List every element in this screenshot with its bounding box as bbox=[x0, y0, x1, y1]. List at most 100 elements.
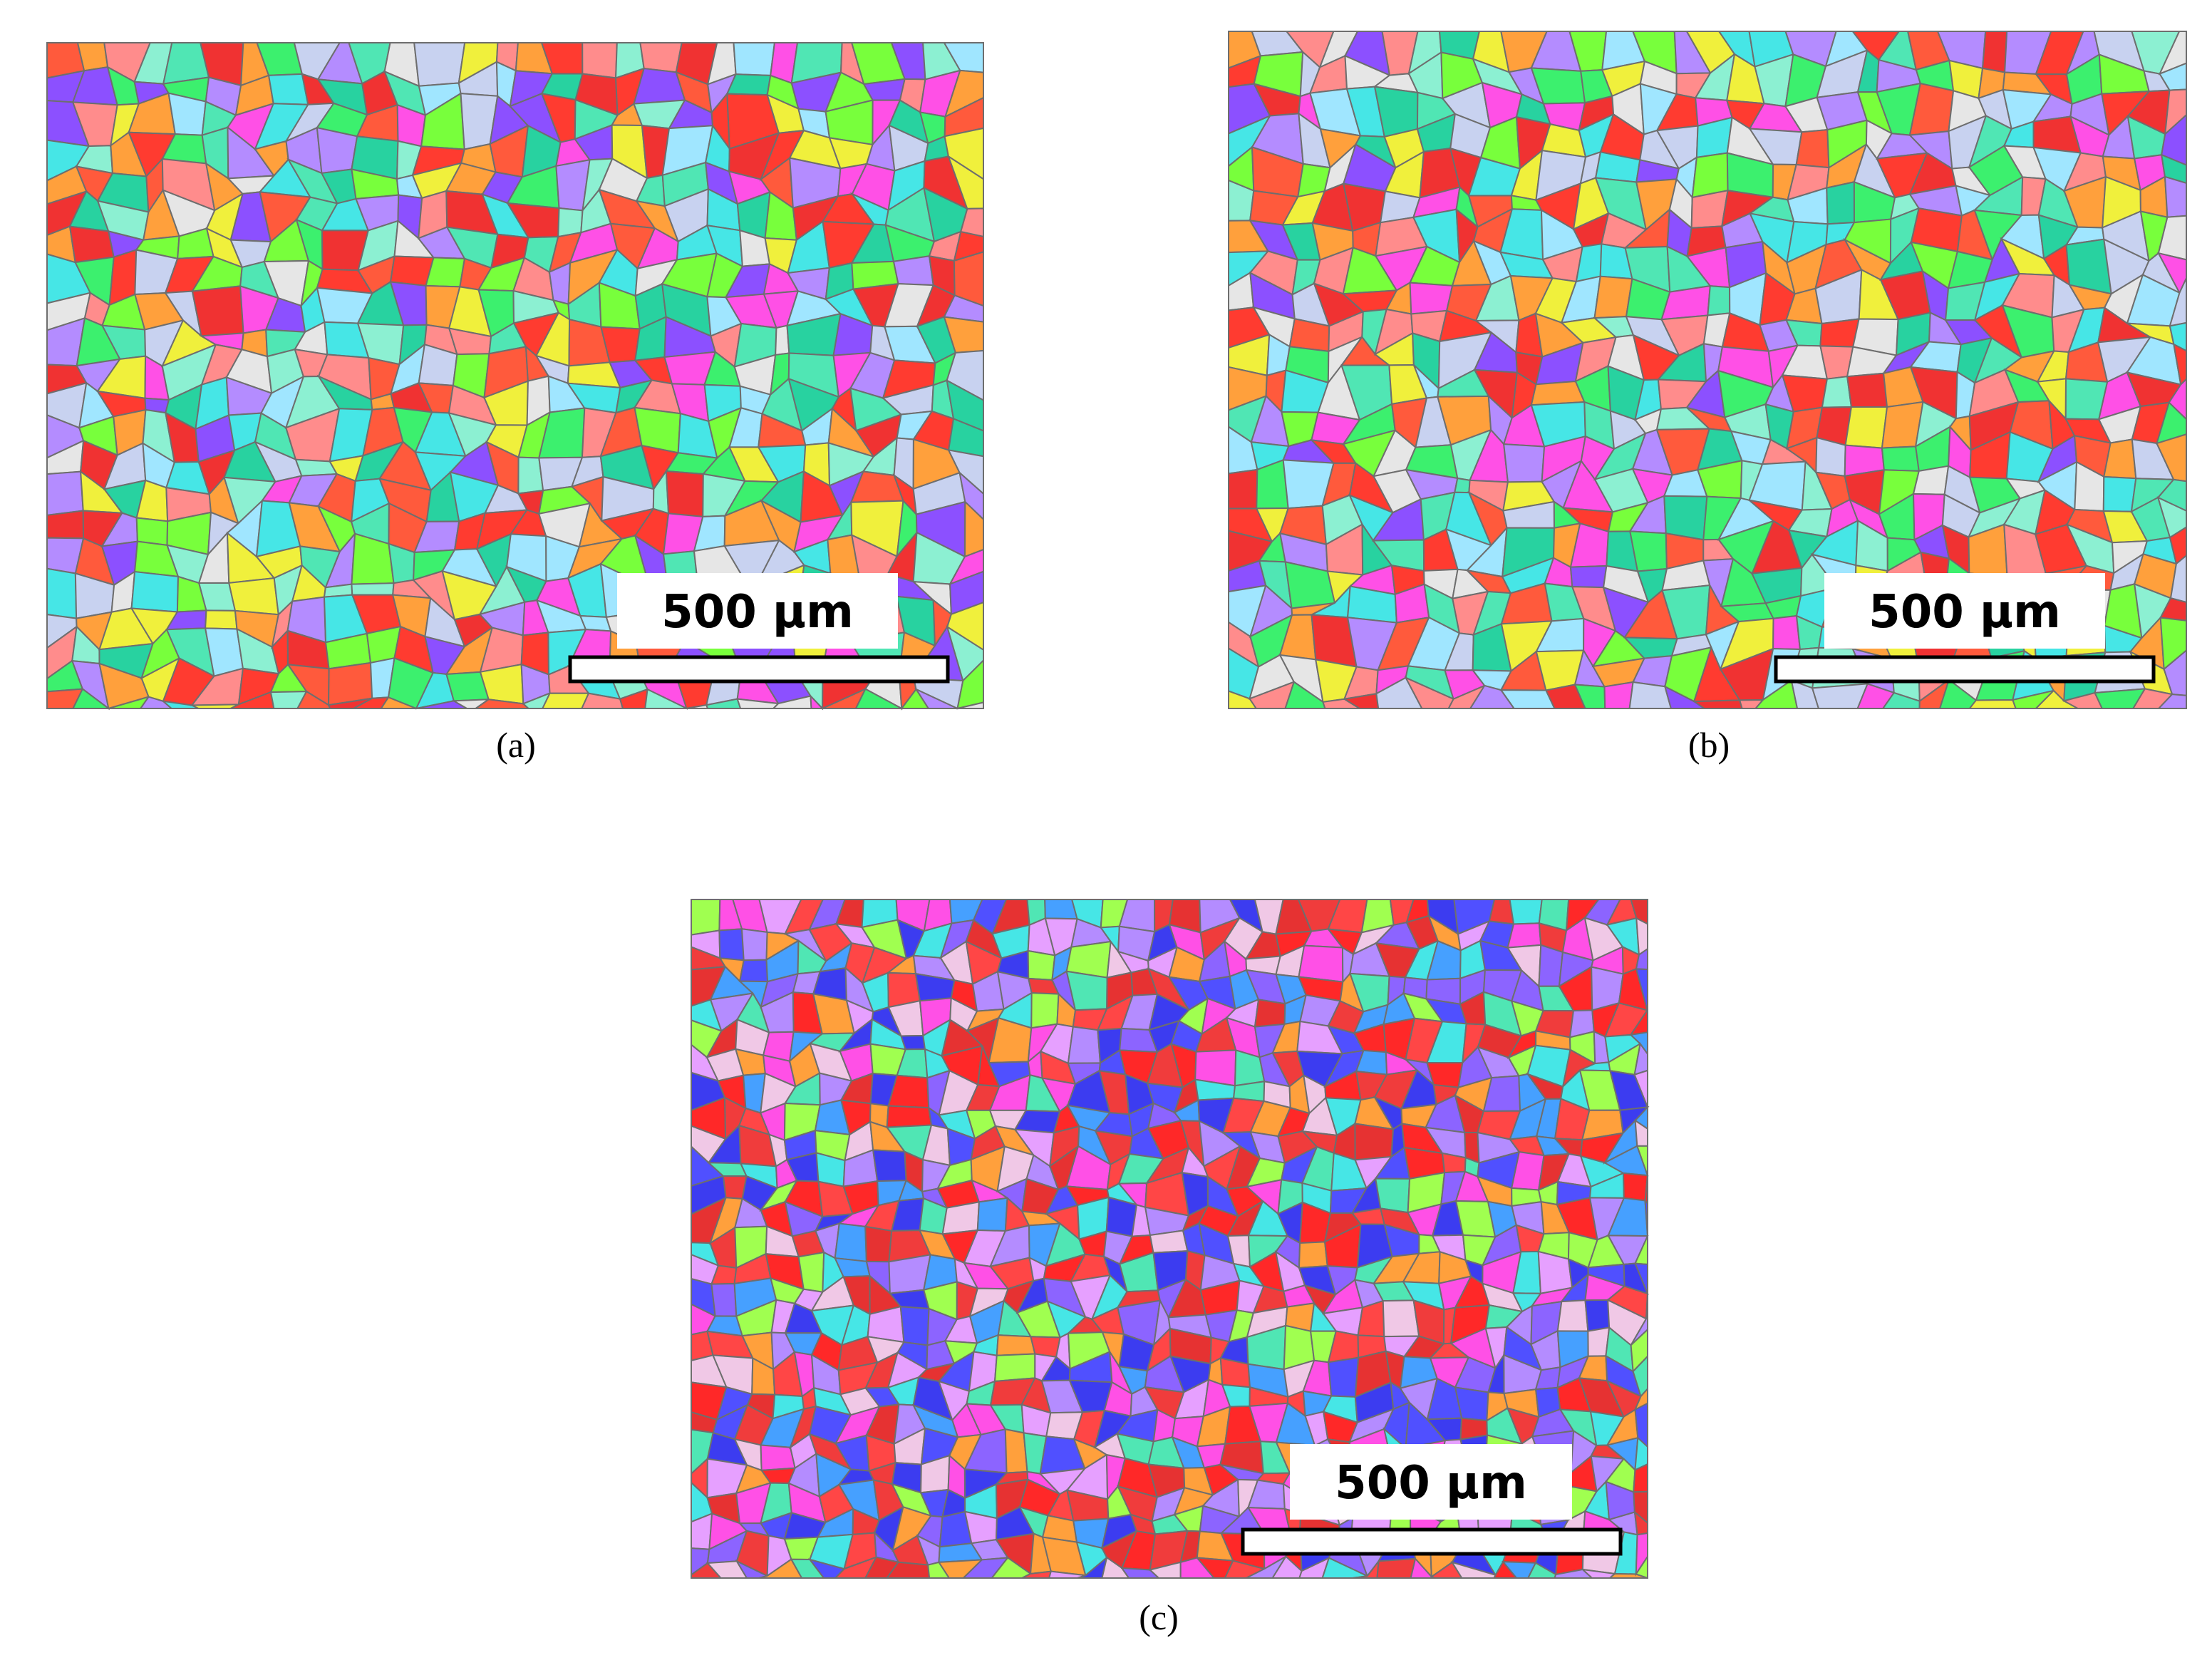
grain bbox=[1030, 992, 1060, 1029]
grain bbox=[733, 42, 776, 76]
grain bbox=[380, 696, 418, 709]
grain bbox=[1821, 376, 1853, 408]
grain bbox=[1635, 1554, 1648, 1579]
grain bbox=[1815, 436, 1846, 478]
scale-bar bbox=[1774, 655, 2156, 684]
grain bbox=[996, 1334, 1036, 1356]
grain bbox=[665, 470, 704, 517]
grain bbox=[900, 1035, 926, 1051]
grain bbox=[425, 257, 466, 288]
grain bbox=[1254, 999, 1286, 1028]
grain bbox=[1454, 477, 1471, 494]
grain bbox=[886, 1105, 933, 1128]
grain bbox=[1569, 565, 1608, 589]
grain bbox=[2102, 475, 2137, 512]
grain bbox=[1506, 922, 1542, 949]
grain bbox=[710, 1282, 738, 1317]
grain bbox=[639, 42, 683, 73]
grain bbox=[1067, 1026, 1101, 1064]
grain bbox=[351, 582, 395, 596]
scale-label: 500 μm bbox=[1869, 586, 2061, 639]
grain bbox=[1603, 681, 1634, 709]
scale-label: 500 μm bbox=[1335, 1457, 1527, 1510]
grain bbox=[2164, 175, 2187, 218]
grain-maps bbox=[46, 31, 2187, 1579]
grain bbox=[46, 470, 84, 516]
grain bbox=[1692, 699, 1743, 709]
grain bbox=[872, 1149, 907, 1182]
grain bbox=[760, 1444, 796, 1471]
grain bbox=[1881, 445, 1920, 472]
grain bbox=[1375, 1177, 1411, 1214]
grain bbox=[1968, 699, 2017, 709]
grain bbox=[1556, 1299, 1589, 1332]
grain bbox=[1844, 406, 1888, 449]
grain bbox=[267, 73, 309, 105]
grain bbox=[1327, 1356, 1360, 1398]
scale-label-box bbox=[617, 573, 898, 649]
grain bbox=[810, 694, 842, 709]
grain bbox=[228, 577, 279, 616]
grain bbox=[1149, 1230, 1189, 1254]
grain bbox=[316, 126, 358, 175]
grain bbox=[864, 1225, 893, 1263]
grain bbox=[541, 692, 590, 709]
grain bbox=[1228, 468, 1259, 510]
grain bbox=[1382, 1299, 1420, 1338]
grain bbox=[899, 1306, 930, 1346]
grain bbox=[1298, 944, 1344, 983]
grain bbox=[1509, 899, 1543, 925]
grain bbox=[993, 1353, 1036, 1383]
panel-c-overlay: 500 μm (c) bbox=[1139, 1444, 1623, 1637]
scale-bar bbox=[1241, 1527, 1623, 1556]
grain bbox=[718, 928, 745, 962]
grain bbox=[1826, 181, 1855, 225]
panel-a-overlay: 500 μm (a) bbox=[496, 573, 950, 765]
grain bbox=[46, 510, 85, 540]
panel-caption: (c) bbox=[1139, 1597, 1179, 1637]
grain bbox=[582, 42, 618, 79]
panel-caption: (a) bbox=[496, 725, 536, 765]
grain bbox=[1584, 1299, 1611, 1332]
grain-map-a bbox=[46, 42, 984, 711]
grain bbox=[2156, 694, 2187, 709]
grain bbox=[1354, 1123, 1395, 1161]
scale-label-box bbox=[1290, 1444, 1572, 1520]
grain bbox=[135, 517, 169, 546]
grain bbox=[1795, 128, 1830, 169]
scale-bar bbox=[568, 655, 950, 684]
grain bbox=[1663, 495, 1708, 541]
grain bbox=[46, 567, 78, 619]
grain bbox=[1503, 443, 1546, 483]
grain bbox=[892, 255, 934, 287]
grain bbox=[413, 42, 466, 87]
grain bbox=[834, 1222, 867, 1262]
grain bbox=[1846, 372, 1888, 408]
grain bbox=[1635, 1145, 1648, 1182]
grain bbox=[1691, 152, 1729, 199]
grain bbox=[1409, 282, 1454, 315]
grain bbox=[976, 1197, 1008, 1232]
grain bbox=[740, 928, 768, 962]
grain bbox=[1027, 949, 1056, 981]
panel-caption: (b) bbox=[1688, 725, 1730, 765]
grain bbox=[1376, 1557, 1417, 1579]
grain bbox=[691, 899, 721, 936]
scale-label: 500 μm bbox=[661, 586, 854, 639]
grain bbox=[1981, 31, 2008, 73]
grain bbox=[1298, 1241, 1328, 1269]
grain bbox=[205, 609, 238, 630]
grain bbox=[1105, 1196, 1138, 1237]
grain bbox=[957, 701, 984, 709]
panel-b-overlay: 500 μm (b) bbox=[1688, 573, 2156, 765]
grain bbox=[1633, 1069, 1648, 1112]
grain-map-b bbox=[1228, 31, 2187, 709]
scale-label-box bbox=[1824, 573, 2105, 649]
grain bbox=[191, 285, 244, 337]
grain bbox=[1772, 614, 1802, 651]
grain bbox=[1707, 285, 1731, 316]
grain bbox=[738, 959, 769, 983]
grain bbox=[130, 570, 180, 613]
grain bbox=[1622, 1172, 1649, 1202]
